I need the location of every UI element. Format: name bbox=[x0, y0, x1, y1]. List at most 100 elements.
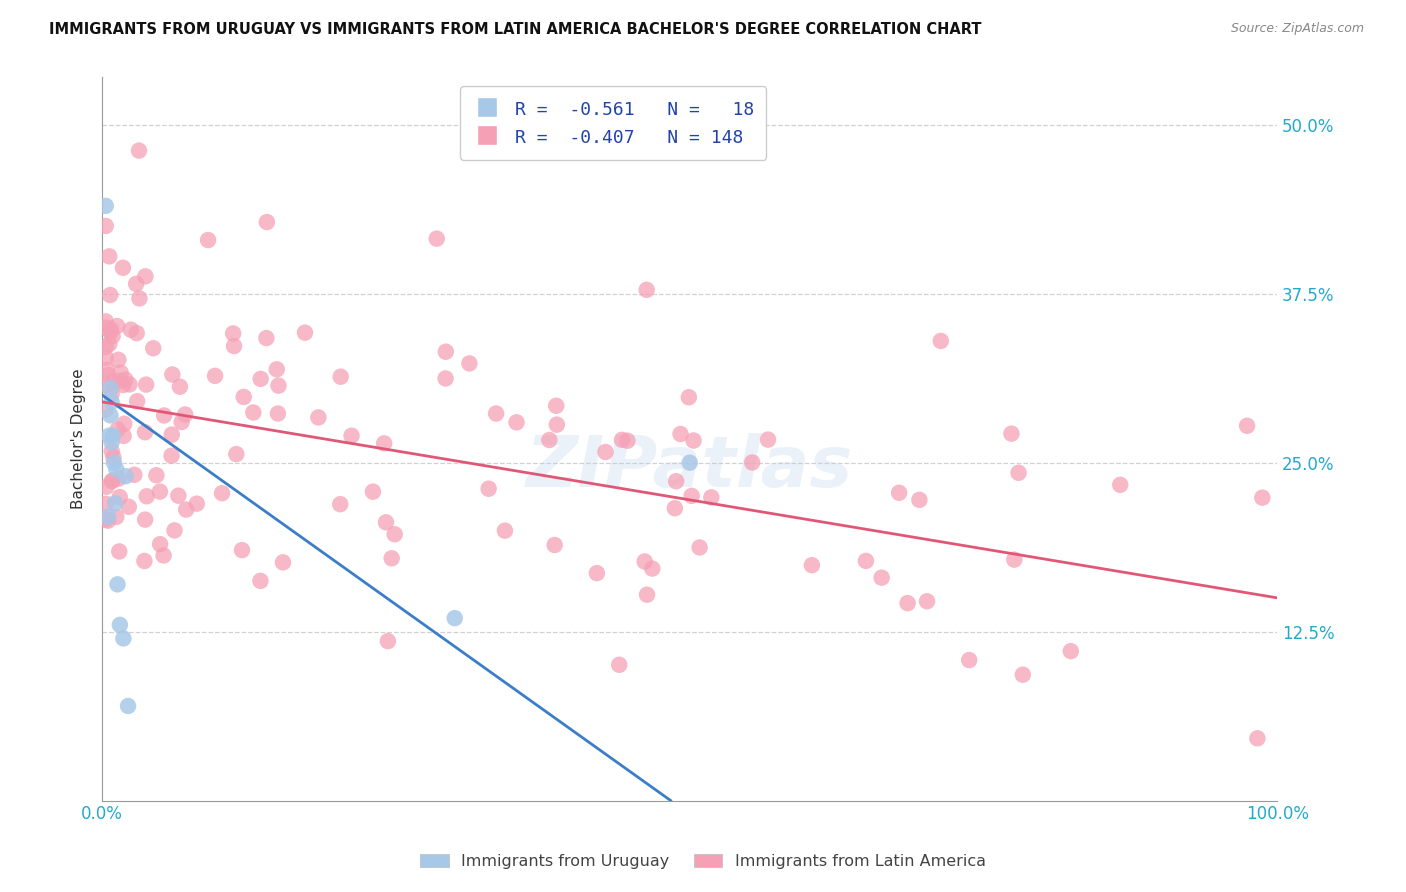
Point bbox=[1002, 552, 1025, 566]
Point bbox=[616, 434, 638, 448]
Point bbox=[434, 371, 457, 385]
Point bbox=[104, 496, 127, 510]
Point bbox=[307, 410, 329, 425]
Point bbox=[101, 375, 124, 389]
Point bbox=[108, 490, 131, 504]
Legend: R =  -0.561   N =   18, R =  -0.407   N = 148: R = -0.561 N = 18, R = -0.407 N = 148 bbox=[460, 87, 766, 160]
Point bbox=[134, 554, 156, 568]
Point bbox=[108, 618, 131, 632]
Point bbox=[381, 551, 404, 566]
Point bbox=[505, 415, 527, 429]
Point bbox=[101, 474, 124, 488]
Point bbox=[470, 94, 492, 108]
Point bbox=[107, 422, 129, 436]
Point bbox=[271, 555, 294, 569]
Point bbox=[94, 340, 117, 354]
Point bbox=[669, 427, 692, 442]
Point bbox=[134, 269, 156, 284]
Point bbox=[124, 467, 146, 482]
Point bbox=[595, 445, 617, 459]
Point bbox=[636, 588, 658, 602]
Point bbox=[267, 407, 290, 421]
Point bbox=[96, 363, 118, 377]
Point bbox=[162, 368, 184, 382]
Point bbox=[249, 574, 271, 588]
Point bbox=[112, 417, 135, 431]
Point bbox=[361, 484, 384, 499]
Point bbox=[1000, 426, 1022, 441]
Point bbox=[149, 484, 172, 499]
Point bbox=[254, 331, 277, 345]
Point bbox=[294, 326, 316, 340]
Point bbox=[266, 362, 288, 376]
Point bbox=[908, 492, 931, 507]
Point bbox=[186, 497, 208, 511]
Point bbox=[118, 377, 141, 392]
Point bbox=[112, 632, 135, 646]
Point bbox=[152, 549, 174, 563]
Point bbox=[134, 425, 156, 440]
Point bbox=[98, 288, 121, 302]
Point bbox=[1060, 644, 1083, 658]
Point bbox=[957, 653, 980, 667]
Point bbox=[105, 319, 128, 334]
Point bbox=[800, 558, 823, 573]
Point bbox=[174, 408, 197, 422]
Point bbox=[855, 554, 877, 568]
Point bbox=[94, 402, 117, 417]
Point bbox=[700, 491, 723, 505]
Point bbox=[494, 524, 516, 538]
Point bbox=[689, 541, 711, 555]
Point bbox=[538, 433, 561, 447]
Point bbox=[1236, 418, 1258, 433]
Point bbox=[100, 387, 122, 401]
Point bbox=[97, 514, 120, 528]
Point bbox=[94, 351, 117, 365]
Point bbox=[373, 436, 395, 450]
Point bbox=[163, 524, 186, 538]
Point bbox=[101, 329, 124, 343]
Point bbox=[153, 409, 176, 423]
Point bbox=[114, 469, 136, 483]
Point bbox=[546, 399, 568, 413]
Point bbox=[112, 429, 135, 443]
Point bbox=[242, 405, 264, 419]
Point bbox=[222, 339, 245, 353]
Point bbox=[678, 390, 700, 404]
Point bbox=[103, 450, 125, 465]
Point bbox=[929, 334, 952, 348]
Point bbox=[340, 428, 363, 442]
Point bbox=[94, 199, 117, 213]
Point bbox=[586, 566, 609, 580]
Y-axis label: Bachelor's Degree: Bachelor's Degree bbox=[72, 368, 86, 509]
Point bbox=[197, 233, 219, 247]
Point bbox=[231, 543, 253, 558]
Point bbox=[897, 596, 920, 610]
Point bbox=[329, 369, 352, 384]
Point bbox=[128, 292, 150, 306]
Point bbox=[679, 456, 702, 470]
Point bbox=[485, 407, 508, 421]
Point bbox=[546, 417, 568, 432]
Point bbox=[107, 577, 129, 591]
Text: IMMIGRANTS FROM URUGUAY VS IMMIGRANTS FROM LATIN AMERICA BACHELOR'S DEGREE CORRE: IMMIGRANTS FROM URUGUAY VS IMMIGRANTS FR… bbox=[49, 22, 981, 37]
Point bbox=[142, 341, 165, 355]
Point bbox=[377, 634, 399, 648]
Point bbox=[125, 326, 148, 340]
Point bbox=[134, 513, 156, 527]
Point bbox=[160, 449, 183, 463]
Point bbox=[94, 512, 117, 526]
Point bbox=[1007, 466, 1029, 480]
Point bbox=[167, 489, 190, 503]
Point bbox=[100, 444, 122, 458]
Point bbox=[127, 394, 149, 409]
Point bbox=[607, 657, 630, 672]
Point bbox=[374, 516, 396, 530]
Point bbox=[135, 489, 157, 503]
Point bbox=[458, 356, 481, 370]
Point bbox=[1109, 478, 1132, 492]
Point bbox=[222, 326, 245, 341]
Point bbox=[101, 474, 124, 488]
Point bbox=[128, 144, 150, 158]
Point bbox=[636, 283, 658, 297]
